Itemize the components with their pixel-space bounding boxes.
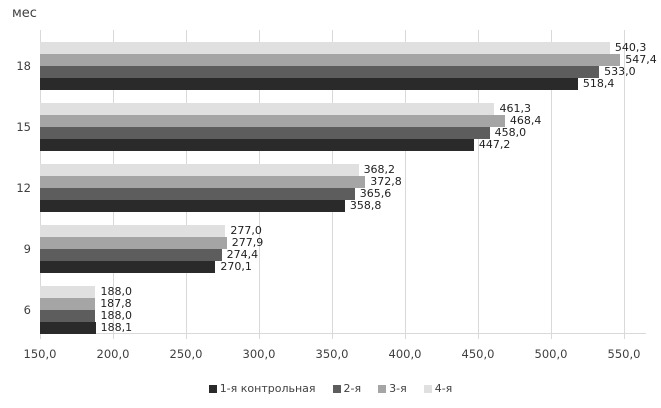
gridline xyxy=(405,30,406,339)
bar xyxy=(40,310,96,322)
bar xyxy=(40,298,96,310)
x-axis-line xyxy=(40,333,646,334)
value-label: 518,4 xyxy=(582,77,615,90)
value-label: 277,0 xyxy=(230,224,262,237)
value-label: 188,0 xyxy=(100,285,132,298)
value-label: 468,4 xyxy=(509,114,542,127)
x-tick-label: 250,0 xyxy=(169,347,203,361)
bar xyxy=(40,176,366,188)
bar xyxy=(40,103,495,115)
bar xyxy=(40,286,96,298)
value-label: 533,0 xyxy=(604,65,636,78)
legend-item: 2-я xyxy=(332,382,362,395)
gridline xyxy=(551,30,552,339)
bar xyxy=(40,249,222,261)
value-label: 188,1 xyxy=(100,321,133,334)
value-label: 358,8 xyxy=(349,199,382,212)
bar xyxy=(40,54,621,66)
legend-swatch-icon xyxy=(332,384,341,393)
value-label: 368,2 xyxy=(363,163,396,176)
value-label: 365,6 xyxy=(359,187,392,200)
value-label: 547,4 xyxy=(625,53,657,66)
y-category-label: 6 xyxy=(23,303,31,317)
bar xyxy=(40,225,226,237)
bar xyxy=(40,139,474,151)
x-tick-label: 500,0 xyxy=(534,347,568,361)
bar xyxy=(40,188,355,200)
bar xyxy=(40,115,505,127)
y-axis-title: мес xyxy=(12,6,37,21)
value-label: 458,0 xyxy=(494,126,527,139)
bar xyxy=(40,127,490,139)
bar xyxy=(40,322,96,334)
legend-swatch-icon xyxy=(423,384,432,393)
x-tick-label: 550,0 xyxy=(607,347,641,361)
bar xyxy=(40,261,216,273)
x-tick-label: 400,0 xyxy=(388,347,422,361)
value-label: 447,2 xyxy=(478,138,511,151)
legend-label: 4-я xyxy=(434,382,453,395)
bar xyxy=(40,66,600,78)
gridline xyxy=(624,30,625,339)
y-category-label: 15 xyxy=(16,120,31,134)
x-tick-label: 200,0 xyxy=(96,347,130,361)
x-tick-label: 450,0 xyxy=(461,347,495,361)
legend-item: 4-я xyxy=(423,382,453,395)
legend-label: 3-я xyxy=(389,382,407,395)
legend-label: 2-я xyxy=(343,382,362,395)
legend-swatch-icon xyxy=(208,384,217,393)
value-label: 187,8 xyxy=(100,297,132,310)
value-label: 540,3 xyxy=(614,41,647,54)
y-category-label: 12 xyxy=(16,181,31,195)
x-tick-label: 300,0 xyxy=(242,347,276,361)
bar xyxy=(40,164,359,176)
legend-swatch-icon xyxy=(378,384,387,393)
bar xyxy=(40,78,578,90)
y-category-label: 9 xyxy=(23,242,31,256)
value-label: 277,9 xyxy=(231,236,264,249)
x-tick-label: 350,0 xyxy=(315,347,349,361)
value-label: 461,3 xyxy=(499,102,531,115)
value-label: 188,0 xyxy=(100,309,132,322)
legend-item: 3-я xyxy=(378,382,407,395)
value-label: 270,1 xyxy=(220,260,252,273)
legend-label: 1-я контрольная xyxy=(219,382,316,395)
gridline xyxy=(478,30,479,339)
value-label: 372,8 xyxy=(370,175,402,188)
y-category-label: 18 xyxy=(16,59,31,73)
x-tick-label: 150,0 xyxy=(23,347,57,361)
value-label: 274,4 xyxy=(226,248,259,261)
bar xyxy=(40,42,610,54)
bar xyxy=(40,237,227,249)
legend: 1-я контрольная 2-я 3-я 4-я xyxy=(0,382,661,395)
legend-item: 1-я контрольная xyxy=(208,382,316,395)
bar xyxy=(40,200,345,212)
